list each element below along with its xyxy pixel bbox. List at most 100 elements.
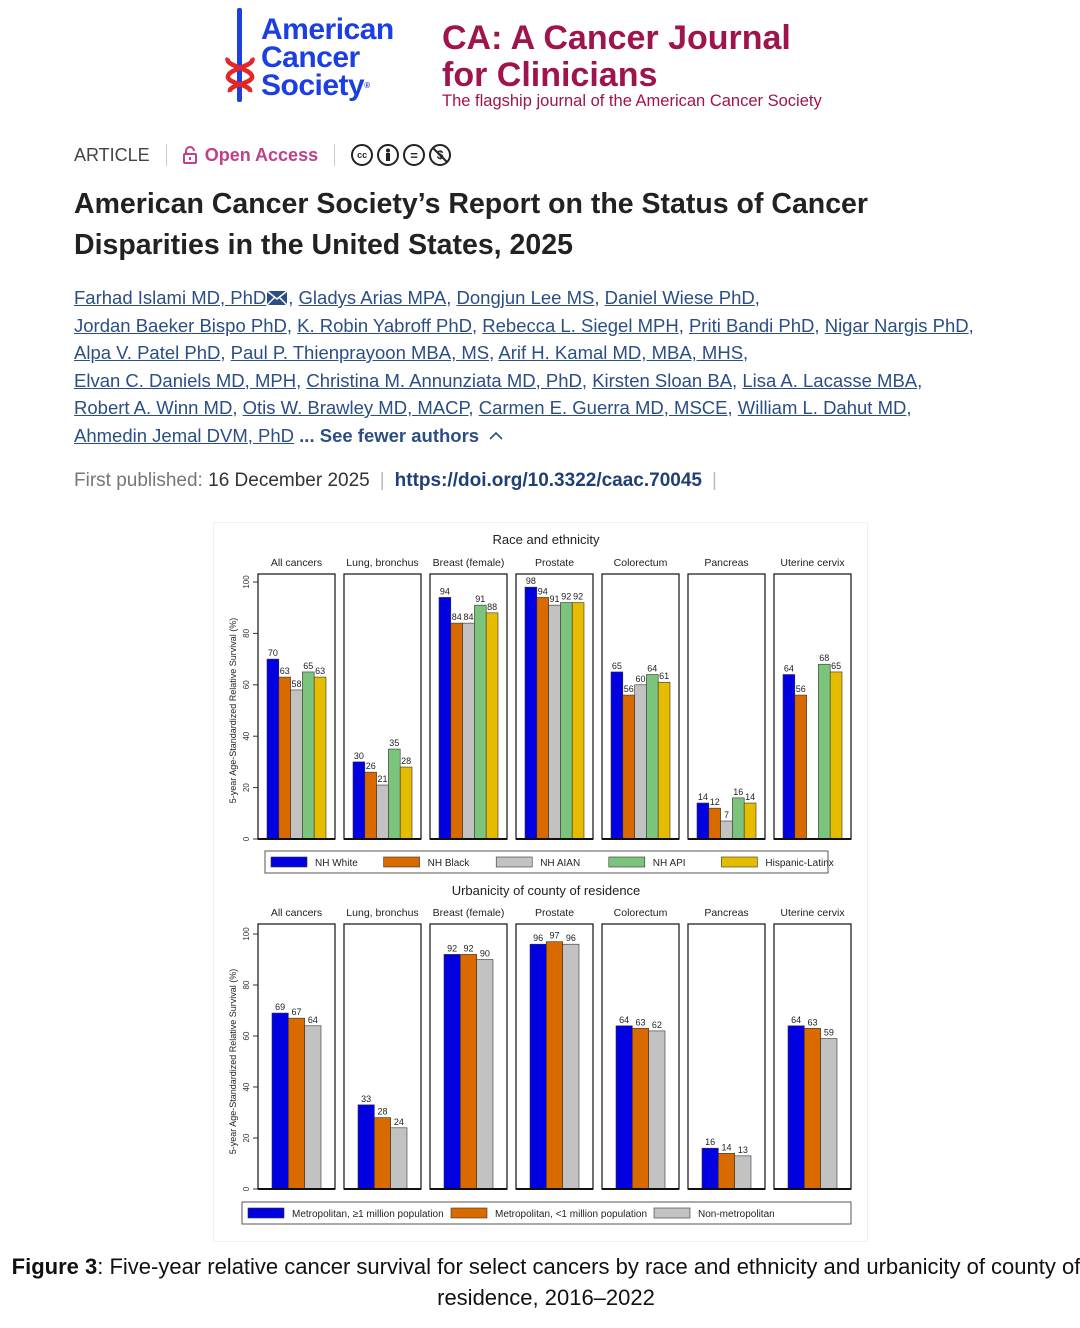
figure-caption: Figure 3: Five-year relative cancer surv…	[0, 1251, 1080, 1313]
bar	[376, 784, 389, 840]
author-link[interactable]: Dongjun Lee MS	[456, 287, 595, 308]
panel-frame	[687, 923, 766, 1190]
author-link[interactable]: Alpa V. Patel PhD	[74, 342, 221, 363]
legend	[264, 850, 829, 874]
bar	[632, 1028, 649, 1190]
data-label: 26	[366, 761, 376, 771]
data-label: 92	[573, 592, 583, 602]
author-link[interactable]: Robert A. Winn MD	[74, 397, 233, 418]
first-published-label: First published:	[74, 470, 203, 491]
author-link[interactable]: Elvan C. Daniels MD, MPH	[74, 369, 297, 391]
data-label: 92	[447, 943, 457, 953]
author-link[interactable]: Ahmedin Jemal DVM, PhD	[74, 424, 295, 446]
data-label: 64	[619, 1015, 629, 1025]
bar	[696, 802, 710, 840]
panel-title: Prostate	[535, 907, 574, 919]
separator: ,	[232, 397, 243, 418]
author-link[interactable]: Nigar Nargis PhD	[824, 314, 969, 336]
legend-swatch	[608, 856, 646, 868]
data-label: 65	[303, 661, 313, 671]
legend-label: NH API	[653, 858, 686, 869]
divider	[334, 144, 336, 166]
data-label: 65	[612, 661, 622, 671]
author-link[interactable]: Farhad Islami MD, PhD	[74, 287, 267, 308]
bar	[460, 954, 477, 1190]
panel-title: Breast (female)	[433, 557, 505, 569]
logo-line: Cancer	[261, 41, 360, 74]
author-link[interactable]: Daniel Wiese PhD	[604, 287, 755, 308]
author-link[interactable]: Christina M. Annunziata MD, PhD	[306, 369, 582, 391]
y-tick-label: 60	[242, 1031, 251, 1040]
author-link[interactable]: Carmen E. Guerra MD, MSCE	[478, 397, 728, 418]
panel-title: All cancers	[271, 907, 322, 919]
nd-icon: =	[403, 144, 426, 166]
legend-label: Hispanic-Latinx	[765, 858, 833, 869]
author-link[interactable]: Jordan Baeker Bispo PhD	[74, 314, 287, 336]
y-tick-label: 60	[242, 680, 251, 689]
data-label: 64	[791, 1015, 801, 1025]
panel-title: Breast (female)	[433, 907, 505, 919]
author-link[interactable]: Arif H. Kamal MD, MBA, MHS	[498, 342, 744, 363]
divider: |	[711, 470, 717, 491]
separator: ,	[594, 287, 605, 308]
email-icon[interactable]	[266, 290, 288, 306]
article-title: American Cancer Society’s Report on the …	[74, 188, 868, 261]
divider	[165, 144, 167, 166]
logo-line: American	[261, 13, 394, 46]
data-label: 30	[354, 751, 364, 761]
bar	[560, 602, 573, 840]
chart-title: Urbanicity of county of residence	[452, 883, 641, 898]
legend-label: NH White	[315, 858, 358, 869]
author-link[interactable]: Lisa A. Lacasse MBA	[742, 369, 918, 391]
author-link[interactable]: William L. Dahut MD	[737, 397, 907, 418]
data-label: 16	[733, 787, 743, 797]
bar	[648, 1030, 666, 1190]
separator: ,	[446, 287, 457, 308]
bar	[701, 1147, 719, 1190]
data-label: 90	[480, 949, 490, 959]
license-icons[interactable]: cc = $	[351, 144, 455, 166]
author-link[interactable]: Otis W. Brawley MD, MACP	[242, 397, 469, 418]
bar	[390, 1127, 408, 1190]
bar	[734, 1155, 752, 1190]
separator: ,	[727, 397, 738, 418]
data-label: 59	[824, 1028, 834, 1038]
panel-title: Pancreas	[704, 557, 748, 569]
data-label: 91	[475, 594, 485, 604]
open-access-label: Open Access	[204, 144, 319, 165]
doi-link[interactable]: https://doi.org/10.3322/caac.70045	[394, 470, 702, 491]
author-link[interactable]: Priti Bandi PhD	[688, 314, 815, 336]
legend-swatch	[383, 856, 420, 868]
author-link[interactable]: Paul P. Thienprayoon MBA, MS	[230, 342, 490, 363]
journal-title[interactable]: CA: A Cancer Journal for Clinicians	[442, 20, 791, 94]
bar	[357, 1104, 375, 1190]
divider: |	[379, 470, 385, 491]
data-label: 62	[652, 1020, 662, 1030]
separator: ,	[906, 397, 912, 418]
journal-title-line: CA: A Cancer Journal	[442, 19, 791, 57]
panel-title: Prostate	[535, 557, 574, 569]
y-tick-label: 0	[242, 836, 251, 841]
author-link[interactable]: Gladys Arias MPA	[298, 287, 447, 308]
bar	[782, 674, 796, 840]
data-label: 63	[315, 666, 325, 676]
author-link[interactable]: K. Robin Yabroff PhD	[297, 314, 472, 336]
separator: ,	[732, 369, 743, 391]
chevron-up-icon	[489, 431, 503, 440]
open-access-badge[interactable]: Open Access	[182, 144, 319, 166]
author-link[interactable]: Kirsten Sloan BA	[592, 369, 733, 391]
y-tick-label: 100	[242, 927, 251, 941]
caption-label: Figure 3	[11, 1254, 98, 1279]
bar	[732, 797, 745, 840]
author-link[interactable]: Rebecca L. Siegel MPH	[482, 314, 679, 336]
caption-text: : Five-year relative cancer survival for…	[97, 1254, 1080, 1310]
bar	[302, 671, 315, 840]
panel-title: Uterine cervix	[780, 557, 845, 569]
separator: ,	[968, 314, 974, 336]
data-label: 84	[452, 612, 462, 622]
see-fewer-authors-button[interactable]: ... See fewer authors	[294, 425, 505, 446]
bar	[720, 820, 733, 840]
separator: ,	[489, 342, 499, 363]
separator: ,	[917, 369, 923, 391]
